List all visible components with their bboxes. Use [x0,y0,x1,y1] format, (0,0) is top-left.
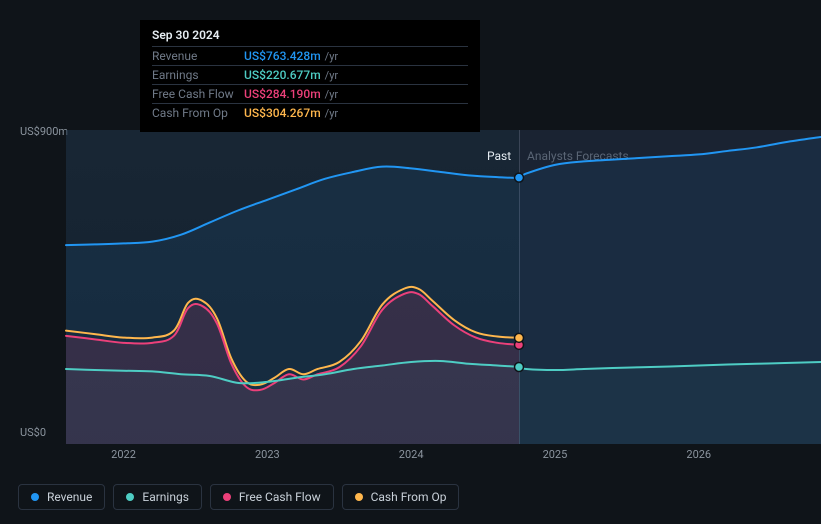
tooltip-row-revenue: Revenue US$763.428m /yr [152,46,468,65]
y-axis-min-label: US$0 [20,426,46,439]
x-tick-label: 2024 [399,448,424,461]
x-tick-label: 2026 [686,448,711,461]
tooltip-unit: /yr [325,50,338,63]
legend-item-earnings[interactable]: Earnings [113,484,202,510]
x-axis: 2022 2023 2024 2025 2026 [66,448,821,468]
y-axis-max-label: US$900m [20,125,68,138]
legend-dot-icon [126,493,134,501]
legend-item-fcf[interactable]: Free Cash Flow [210,484,334,510]
plot-area[interactable]: Past Analysts Forecasts [66,130,821,444]
x-tick-label: 2022 [111,448,136,461]
legend-label: Earnings [142,490,189,504]
chart-lines [66,130,821,444]
tooltip-date: Sep 30 2024 [152,28,468,42]
x-tick-label: 2025 [543,448,568,461]
legend-item-cfo[interactable]: Cash From Op [342,484,460,510]
tooltip-unit: /yr [325,69,338,82]
tooltip-row-cfo: Cash From Op US$304.267m /yr [152,103,468,122]
tooltip-value: US$284.190m [244,87,321,101]
tooltip-label: Earnings [152,68,244,82]
tooltip-label: Revenue [152,49,244,63]
legend-label: Revenue [47,490,92,504]
tooltip-label: Cash From Op [152,106,244,120]
legend-dot-icon [31,493,39,501]
legend-dot-icon [223,493,231,501]
x-tick-label: 2023 [255,448,280,461]
tooltip-label: Free Cash Flow [152,87,244,101]
legend-dot-icon [355,493,363,501]
legend: Revenue Earnings Free Cash Flow Cash Fro… [18,484,459,510]
legend-label: Free Cash Flow [239,490,321,504]
tooltip-row-earnings: Earnings US$220.677m /yr [152,65,468,84]
tooltip-unit: /yr [325,107,338,120]
tooltip-value: US$220.677m [244,68,321,82]
tooltip-row-fcf: Free Cash Flow US$284.190m /yr [152,84,468,103]
tooltip-unit: /yr [325,88,338,101]
legend-item-revenue[interactable]: Revenue [18,484,105,510]
legend-label: Cash From Op [371,490,447,504]
tooltip-value: US$763.428m [244,49,321,63]
tooltip-value: US$304.267m [244,106,321,120]
data-tooltip: Sep 30 2024 Revenue US$763.428m /yr Earn… [140,20,480,132]
